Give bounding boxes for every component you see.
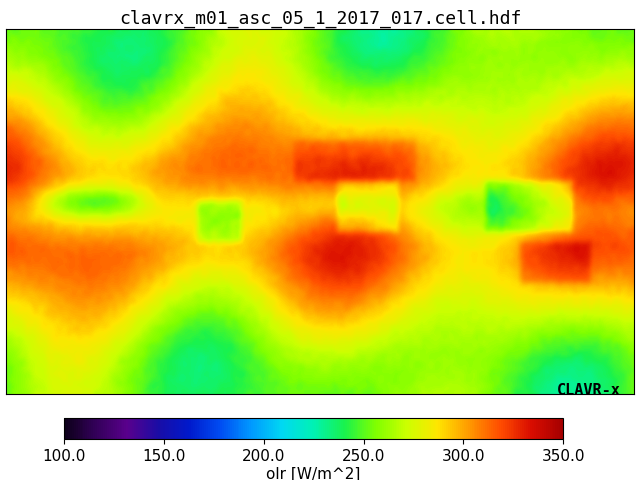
X-axis label: olr [W/m^2]: olr [W/m^2] (266, 467, 361, 480)
Text: CLAVR-x: CLAVR-x (557, 384, 621, 398)
Title: clavrx_m01_asc_05_1_2017_017.cell.hdf: clavrx_m01_asc_05_1_2017_017.cell.hdf (119, 9, 521, 27)
